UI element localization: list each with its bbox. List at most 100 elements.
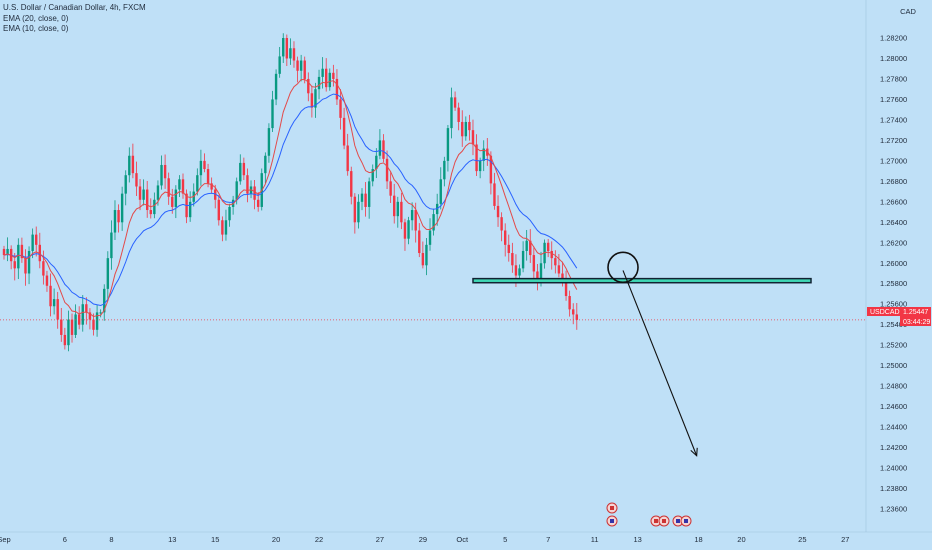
candle-body	[149, 210, 152, 215]
candle-body	[31, 234, 34, 251]
time-tick-label: 8	[109, 535, 113, 544]
candle-body	[450, 97, 453, 129]
price-tick-label: 1.27400	[880, 115, 907, 124]
price-tick-label: 1.26600	[880, 197, 907, 206]
time-tick-label: 25	[798, 535, 806, 544]
candle-body	[468, 121, 471, 131]
last-price-label: 1.25447	[903, 309, 928, 316]
candle-body	[299, 60, 303, 71]
candle-body	[271, 99, 274, 129]
candle-body	[117, 210, 120, 223]
candle-body	[360, 193, 364, 202]
time-tick-label: 20	[272, 535, 280, 544]
candle-body	[92, 319, 95, 330]
candle-body	[364, 193, 367, 207]
candle-body	[282, 38, 285, 57]
candle-body	[339, 99, 342, 118]
candle-body	[382, 140, 385, 159]
candle-body	[178, 179, 181, 190]
ema-10-line	[3, 78, 578, 318]
candle-body	[332, 72, 335, 79]
candle-body	[400, 201, 403, 223]
event-flag-icon	[606, 502, 618, 514]
symbol-title: U.S. Dollar / Canadian Dollar, 4h, FXCM	[3, 3, 146, 12]
candle-body	[500, 217, 503, 231]
candle-body	[489, 155, 493, 184]
ema-20-line	[3, 93, 578, 307]
candle-body	[410, 210, 414, 221]
candle-body	[507, 244, 510, 254]
candle-body	[246, 175, 249, 194]
price-tick-label: 1.26400	[880, 218, 907, 227]
time-tick-label: 27	[841, 535, 849, 544]
candle-body	[242, 162, 246, 176]
candle-body	[171, 196, 174, 207]
candle-body	[135, 173, 138, 187]
candle-body	[461, 121, 464, 137]
candle-body	[128, 155, 131, 176]
price-tick-label: 1.26000	[880, 259, 907, 268]
candle-body	[439, 179, 442, 204]
support-zone	[472, 277, 812, 284]
candle-body	[146, 189, 149, 211]
ema-10-legend: EMA (10, close, 0)	[3, 24, 69, 33]
candle-body	[428, 230, 432, 245]
candle-body	[421, 253, 425, 266]
price-tick-label: 1.24400	[880, 423, 907, 432]
candle-body	[6, 248, 9, 256]
candle-body	[471, 130, 475, 145]
time-tick-label: Oct	[456, 535, 469, 544]
candle-body	[350, 171, 353, 197]
candle-body	[493, 183, 496, 206]
candle-body	[550, 250, 553, 259]
candle-body	[214, 189, 217, 200]
symbol-price-label: USDCAD 1.25447 03:44:29	[867, 307, 931, 326]
candle-body	[443, 160, 446, 180]
candle-body	[235, 181, 238, 200]
price-tick-label: 1.25600	[880, 300, 907, 309]
price-tick-label: 1.26800	[880, 177, 907, 186]
candle-body	[196, 175, 199, 192]
price-tick-label: 1.25800	[880, 279, 907, 288]
time-tick-label: 5	[503, 535, 507, 544]
candle-body	[88, 312, 92, 320]
candle-body	[511, 253, 514, 266]
price-axis: 1.28200 1.28000 1.27800 1.27600 1.27400 1.272…	[880, 34, 907, 514]
candle-body	[77, 314, 81, 325]
time-tick-label: 13	[633, 535, 641, 544]
candle-body	[378, 140, 382, 156]
candle-body	[85, 304, 88, 313]
time-tick-label: 20	[737, 535, 745, 544]
candle-body	[321, 68, 324, 77]
candle-body	[307, 78, 310, 94]
candles	[2, 33, 578, 352]
candle-body	[353, 196, 357, 223]
price-tick-label: 1.25000	[880, 361, 907, 370]
candle-body	[385, 158, 389, 182]
candle-body	[342, 117, 346, 146]
candle-body	[303, 60, 306, 79]
candle-body	[210, 183, 213, 190]
candle-body	[74, 314, 77, 335]
candle-body	[371, 169, 374, 182]
time-tick-label: 22	[315, 535, 323, 544]
candle-body	[160, 164, 163, 186]
reaction-circle	[607, 251, 639, 284]
candle-body	[346, 145, 349, 172]
candle-body	[564, 278, 568, 297]
candle-body	[546, 242, 550, 251]
time-tick-label: 15	[211, 535, 219, 544]
candle-body	[156, 185, 160, 200]
price-tick-label: 1.27000	[880, 156, 907, 165]
candle-body	[203, 160, 206, 170]
projection-arrowhead	[690, 447, 698, 457]
candle-body	[285, 38, 289, 59]
candle-body	[253, 186, 256, 200]
candle-body	[328, 72, 331, 88]
candle-body	[521, 250, 525, 269]
candle-body	[228, 206, 231, 221]
candle-body	[407, 220, 410, 239]
candle-body	[274, 73, 278, 100]
